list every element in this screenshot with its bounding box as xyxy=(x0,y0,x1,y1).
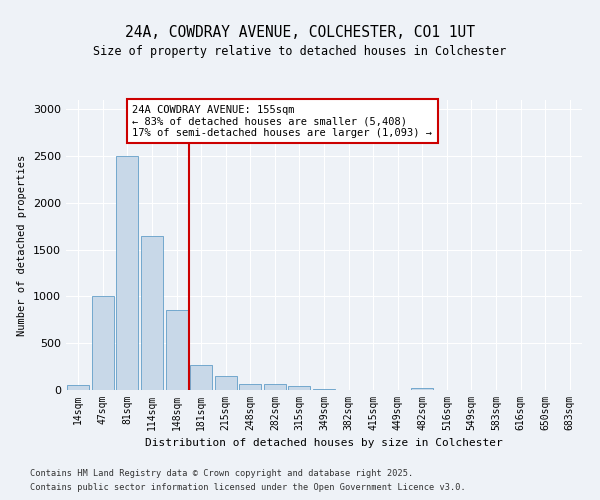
Bar xyxy=(116,156,139,390)
Bar xyxy=(215,376,237,390)
Text: 24A, COWDRAY AVENUE, COLCHESTER, CO1 1UT: 24A, COWDRAY AVENUE, COLCHESTER, CO1 1UT xyxy=(125,25,475,40)
X-axis label: Distribution of detached houses by size in Colchester: Distribution of detached houses by size … xyxy=(145,438,503,448)
Bar xyxy=(190,364,212,390)
Bar xyxy=(141,236,163,390)
Text: Contains HM Land Registry data © Crown copyright and database right 2025.: Contains HM Land Registry data © Crown c… xyxy=(30,468,413,477)
Bar xyxy=(166,310,188,390)
Bar xyxy=(67,386,89,390)
Bar xyxy=(239,384,262,390)
Text: Size of property relative to detached houses in Colchester: Size of property relative to detached ho… xyxy=(94,45,506,58)
Bar xyxy=(411,388,433,390)
Y-axis label: Number of detached properties: Number of detached properties xyxy=(17,154,28,336)
Bar xyxy=(264,384,286,390)
Bar xyxy=(289,386,310,390)
Text: 24A COWDRAY AVENUE: 155sqm
← 83% of detached houses are smaller (5,408)
17% of s: 24A COWDRAY AVENUE: 155sqm ← 83% of deta… xyxy=(133,104,433,138)
Text: Contains public sector information licensed under the Open Government Licence v3: Contains public sector information licen… xyxy=(30,484,466,492)
Bar xyxy=(92,296,114,390)
Bar xyxy=(313,389,335,390)
